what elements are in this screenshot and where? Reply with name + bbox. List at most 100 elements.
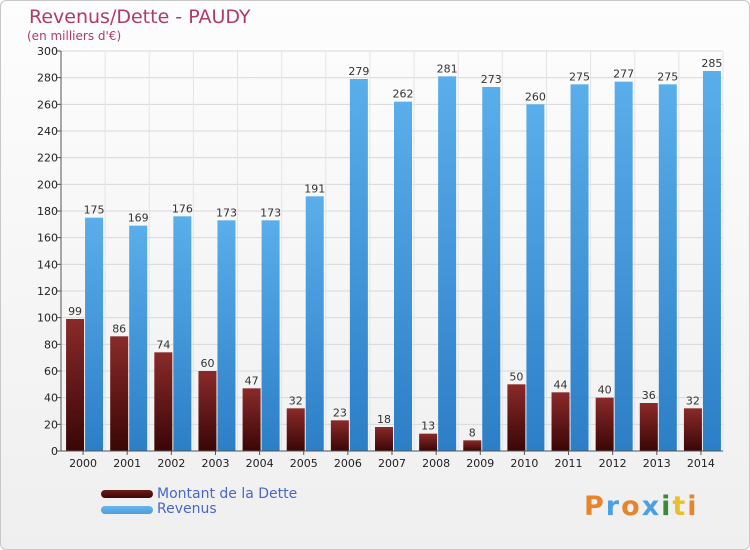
bar-dette	[595, 397, 614, 451]
y-tick-label: 160	[37, 232, 58, 245]
y-tick-label: 60	[44, 365, 58, 378]
y-tick-label: 40	[44, 392, 58, 405]
y-tick-label: 280	[37, 72, 58, 85]
data-label: 32	[686, 394, 700, 407]
data-label: 191	[304, 182, 325, 195]
data-label: 99	[68, 305, 82, 318]
labels: 99 175 86 169 74 176 60 173 47 173 32 191 23 279 18 262…	[68, 57, 722, 439]
legend-label-dette: Montant de la Dette	[157, 486, 298, 502]
axes: 0 20 40 60 80 100 120 140 160 180 200 220 240 260 280 3…	[37, 45, 723, 470]
data-label: 86	[112, 322, 126, 335]
x-tick-label: 2007	[378, 457, 406, 470]
bar-dette	[375, 427, 393, 451]
bar-revenus	[570, 84, 589, 451]
bar-revenus	[482, 87, 501, 451]
data-label: 23	[333, 406, 347, 419]
data-label: 277	[613, 68, 634, 81]
data-label: 275	[569, 70, 590, 83]
data-label: 173	[260, 206, 281, 219]
data-label: 176	[172, 202, 193, 215]
data-label: 175	[84, 204, 105, 217]
y-tick-label: 120	[37, 285, 58, 298]
bar-revenus	[305, 196, 324, 451]
logo-letter: i	[687, 491, 699, 522]
logo-letter: x	[641, 491, 662, 522]
bar-dette	[242, 388, 261, 451]
data-label: 281	[437, 62, 458, 75]
y-tick-label: 0	[51, 445, 58, 458]
data-label: 18	[377, 413, 391, 426]
bar-dette	[419, 433, 438, 451]
data-label: 262	[393, 88, 414, 101]
data-label: 44	[554, 378, 568, 391]
data-label: 40	[598, 384, 612, 397]
x-tick-label: 2014	[687, 457, 715, 470]
bar-revenus	[349, 79, 368, 451]
y-tick-label: 300	[37, 45, 58, 58]
bar-revenus	[261, 220, 280, 451]
data-label: 60	[200, 357, 214, 370]
x-tick-label: 2006	[334, 457, 362, 470]
bar-dette	[330, 420, 349, 451]
x-tick-label: 2002	[157, 457, 185, 470]
y-tick-label: 180	[37, 205, 58, 218]
data-label: 285	[701, 57, 722, 70]
bars	[66, 71, 721, 452]
bar-dette	[683, 408, 702, 451]
legend-swatch-revenus	[101, 506, 153, 514]
bar-revenus	[217, 220, 236, 451]
x-tick-label: 2000	[69, 457, 97, 470]
data-label: 74	[156, 338, 170, 351]
y-tick-label: 240	[37, 125, 58, 138]
y-tick-label: 20	[44, 418, 58, 431]
data-label: 47	[245, 374, 259, 387]
x-tick-label: 2001	[113, 457, 141, 470]
x-tick-label: 2009	[466, 457, 494, 470]
y-tick-label: 200	[37, 178, 58, 191]
data-label: 169	[128, 212, 149, 225]
x-tick-label: 2003	[201, 457, 229, 470]
bar-revenus	[85, 217, 104, 451]
x-tick-label: 2008	[422, 457, 450, 470]
logo-letter: P	[584, 491, 606, 522]
bar-revenus	[173, 216, 192, 451]
x-tick-label: 2004	[246, 457, 274, 470]
y-tick-label: 260	[37, 98, 58, 111]
bar-dette	[507, 384, 526, 451]
bar-revenus	[394, 101, 412, 452]
data-label: 173	[216, 206, 237, 219]
data-label: 36	[642, 389, 656, 402]
logo-letter: i	[661, 491, 673, 522]
x-tick-label: 2005	[290, 457, 318, 470]
x-tick-label: 2011	[555, 457, 583, 470]
data-label: 8	[469, 426, 476, 439]
data-label: 275	[657, 70, 678, 83]
bar-dette	[154, 352, 173, 451]
bar-dette	[551, 392, 570, 451]
y-tick-label: 100	[37, 312, 58, 325]
bar-revenus	[614, 81, 633, 452]
legend-swatch-dette	[101, 490, 153, 498]
bar-revenus	[129, 225, 148, 451]
chart-title: Revenus/Dette - PAUDY	[29, 6, 251, 28]
x-tick-label: 2012	[599, 457, 627, 470]
logo-letter: r	[605, 491, 622, 522]
proxiti-logo: Proxiti	[584, 491, 699, 522]
logo-letter: o	[621, 491, 642, 522]
data-label: 13	[421, 420, 435, 433]
y-tick-label: 220	[37, 152, 58, 165]
bar-revenus	[658, 84, 677, 451]
y-tick-label: 140	[37, 258, 58, 271]
legend-label-revenus: Revenus	[157, 501, 217, 517]
bar-dette	[66, 319, 85, 451]
logo-letter: t	[672, 491, 688, 522]
bar-dette	[286, 408, 305, 451]
x-tick-label: 2010	[510, 457, 538, 470]
chart-subtitle: (en milliers d'€)	[27, 29, 122, 43]
data-label: 260	[525, 90, 546, 103]
data-label: 50	[509, 370, 523, 383]
bar-dette	[639, 403, 658, 451]
data-label: 32	[289, 394, 303, 407]
